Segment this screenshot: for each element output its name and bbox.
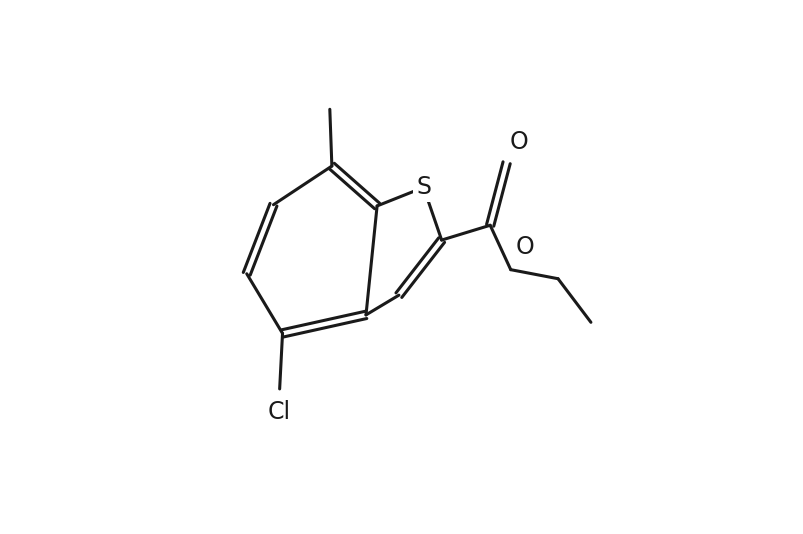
Text: O: O	[515, 235, 534, 259]
Text: Cl: Cl	[267, 399, 291, 423]
Text: O: O	[509, 130, 528, 154]
Text: S: S	[415, 176, 430, 199]
